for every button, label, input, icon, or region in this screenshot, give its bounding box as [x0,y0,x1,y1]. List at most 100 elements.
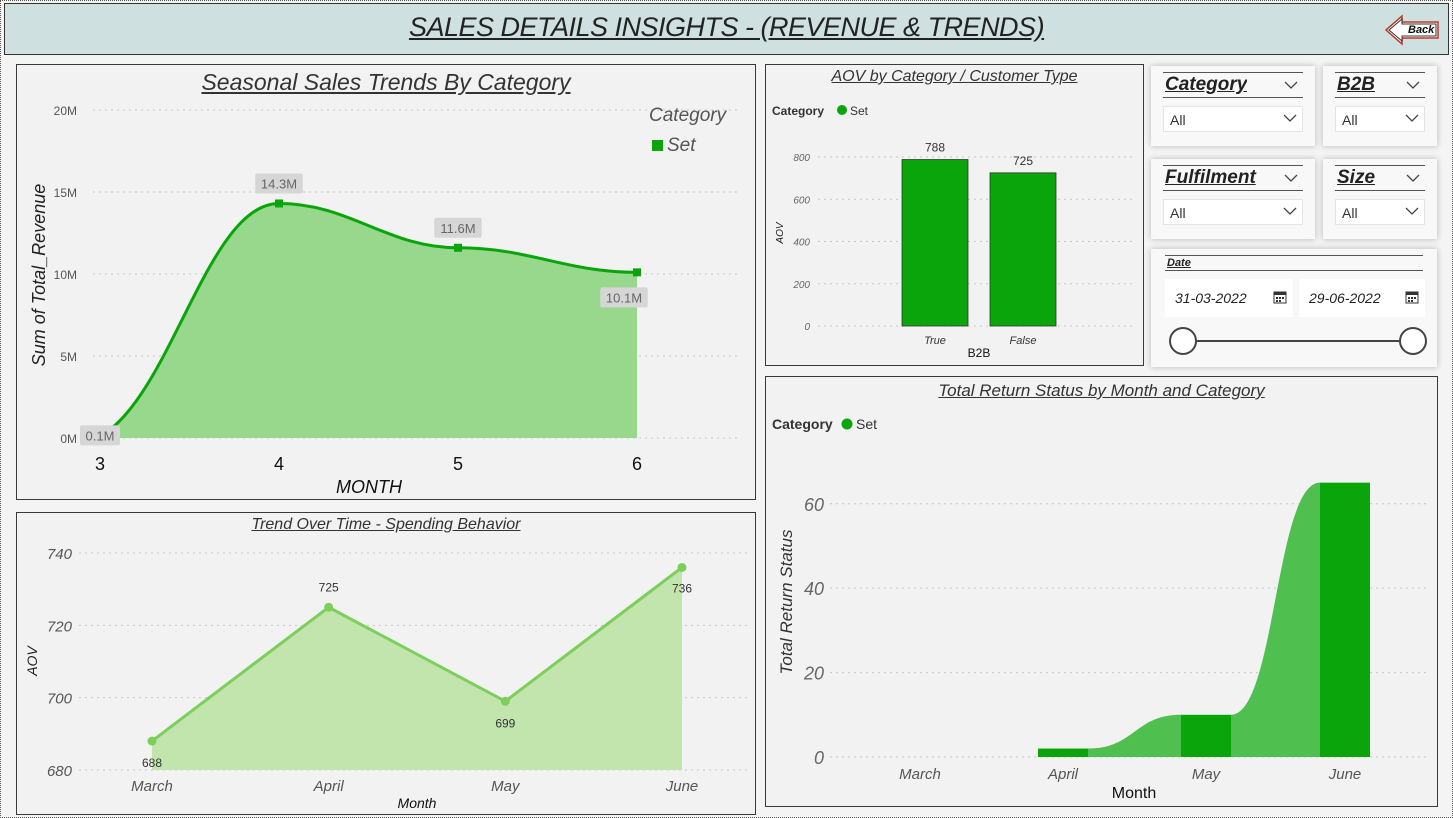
ribbon [1231,482,1320,757]
x-tick-label: April [1047,766,1079,783]
data-label: 699 [495,716,515,730]
data-label: 688 [142,756,162,770]
y-tick-label: 700 [47,691,73,708]
data-point [677,562,687,572]
chevron-down-icon [1406,81,1420,89]
chevron-down-icon [1283,114,1297,122]
legend-label: Set [667,135,696,156]
chevron-down-icon [1406,174,1420,182]
size-slicer-label: Size [1337,167,1376,188]
page-title: SALES DETAILS INSIGHTS - (REVENUE & TREN… [408,12,1045,42]
header-bar: SALES DETAILS INSIGHTS - (REVENUE & TREN… [4,3,1449,55]
legend-marker [837,105,847,115]
date-slicer[interactable]: Date 31-03-2022 29-06-2022 [1151,249,1437,367]
data-label: 725 [1013,154,1033,168]
y-axis-title: Total Return Status [777,529,796,674]
date-start-input[interactable]: 31-03-2022 [1165,279,1293,317]
returns-title: Total Return Status by Month and Categor… [938,381,1265,400]
legend-title: Category [772,104,824,118]
b2b-value: All [1342,112,1358,128]
data-label-bg [255,173,303,194]
y-tick-label: 0M [60,432,77,446]
b2b-dropdown[interactable]: All [1335,106,1425,132]
spending-title: Trend Over Time - Spending Behavior [251,516,521,533]
y-tick-label: 0 [814,748,824,768]
date-slider-end-handle[interactable] [1399,327,1427,355]
y-tick-label: 200 [792,280,810,291]
series-line [151,566,683,743]
back-button[interactable]: Back [1384,14,1440,46]
data-label: 10.1M [606,290,642,305]
data-label-bg [434,217,482,238]
data-label: 0.1M [86,428,115,443]
y-tick-label: 20 [803,664,824,684]
date-end-value: 29-06-2022 [1309,290,1381,306]
fulfilment-slicer-header: Fulfilment [1163,165,1303,191]
chevron-down-icon [1284,81,1298,89]
date-end-input[interactable]: 29-06-2022 [1299,279,1425,317]
x-tick-label: 3 [95,454,105,474]
fulfilment-slicer-label: Fulfilment [1165,167,1256,188]
data-point [633,268,641,277]
date-slider-start-handle[interactable] [1169,327,1197,355]
y-tick-label: 40 [804,579,824,599]
b2b-slicer-label: B2B [1337,74,1376,95]
category-slicer[interactable]: Category All [1151,66,1315,146]
chevron-down-icon [1283,207,1297,215]
bar [901,159,969,327]
y-tick-label: 5M [60,350,77,364]
x-tick-label: April [313,778,345,795]
size-slicer[interactable]: Size All [1323,159,1437,239]
calendar-icon[interactable] [1273,290,1287,304]
data-point [147,736,157,746]
returns-chart: Category Set 0 20 40 60 March April May June Month… [772,416,1426,802]
b2b-slicer[interactable]: B2B All [1323,66,1437,146]
x-tick-label: June [1328,766,1362,783]
y-tick-label: 600 [793,195,810,206]
returns-panel: Total Return Status by Month and Categor… [765,376,1438,807]
x-tick-label: 4 [274,454,284,474]
category-slicer-header: Category [1163,72,1303,98]
y-tick-label: 680 [47,763,73,780]
x-tick-label: False [1010,335,1037,347]
y-tick-label: 720 [47,618,73,635]
x-axis-title: Month [398,795,437,811]
y-axis-title: AOV [24,645,40,677]
ribbon [1088,714,1181,757]
back-arrow-icon [1384,14,1439,46]
seasonal-sales-panel: Seasonal Sales Trends By Category 0M 5M 10… [16,64,756,500]
fulfilment-dropdown[interactable]: All [1163,199,1303,225]
date-range-slider[interactable] [1151,321,1437,361]
x-tick-label: June [665,778,699,795]
area-fill [100,203,637,438]
legend-title: Category [649,105,728,126]
x-tick-label: March [131,778,173,795]
b2b-slicer-header: B2B [1335,72,1425,98]
y-tick-label: 15M [54,186,77,200]
legend-marker [652,140,663,151]
y-axis-title: AOV [775,221,786,244]
aov-chart: Category Set 0 200 400 600 800 788 True 725 False B… [772,104,1136,360]
chevron-down-icon [1405,207,1419,215]
calendar-icon[interactable] [1405,290,1419,304]
fulfilment-slicer[interactable]: Fulfilment All [1151,159,1315,239]
size-dropdown[interactable]: All [1335,199,1425,225]
bar [1320,482,1370,757]
series-line [99,201,638,438]
x-tick-label: 6 [632,454,642,474]
y-tick-label: 740 [47,546,73,563]
chevron-down-icon [1405,114,1419,122]
category-value: All [1170,112,1186,128]
data-label: 736 [672,581,692,595]
fulfilment-value: All [1170,205,1186,221]
y-tick-label: 800 [793,153,810,164]
x-tick-label: May [1192,766,1222,783]
size-value: All [1342,205,1358,221]
category-dropdown[interactable]: All [1163,106,1303,132]
data-point [454,243,462,252]
legend-title: Category [772,416,833,432]
back-label: Back [1408,24,1435,36]
data-point [500,696,510,706]
category-slicer-label: Category [1165,74,1248,95]
